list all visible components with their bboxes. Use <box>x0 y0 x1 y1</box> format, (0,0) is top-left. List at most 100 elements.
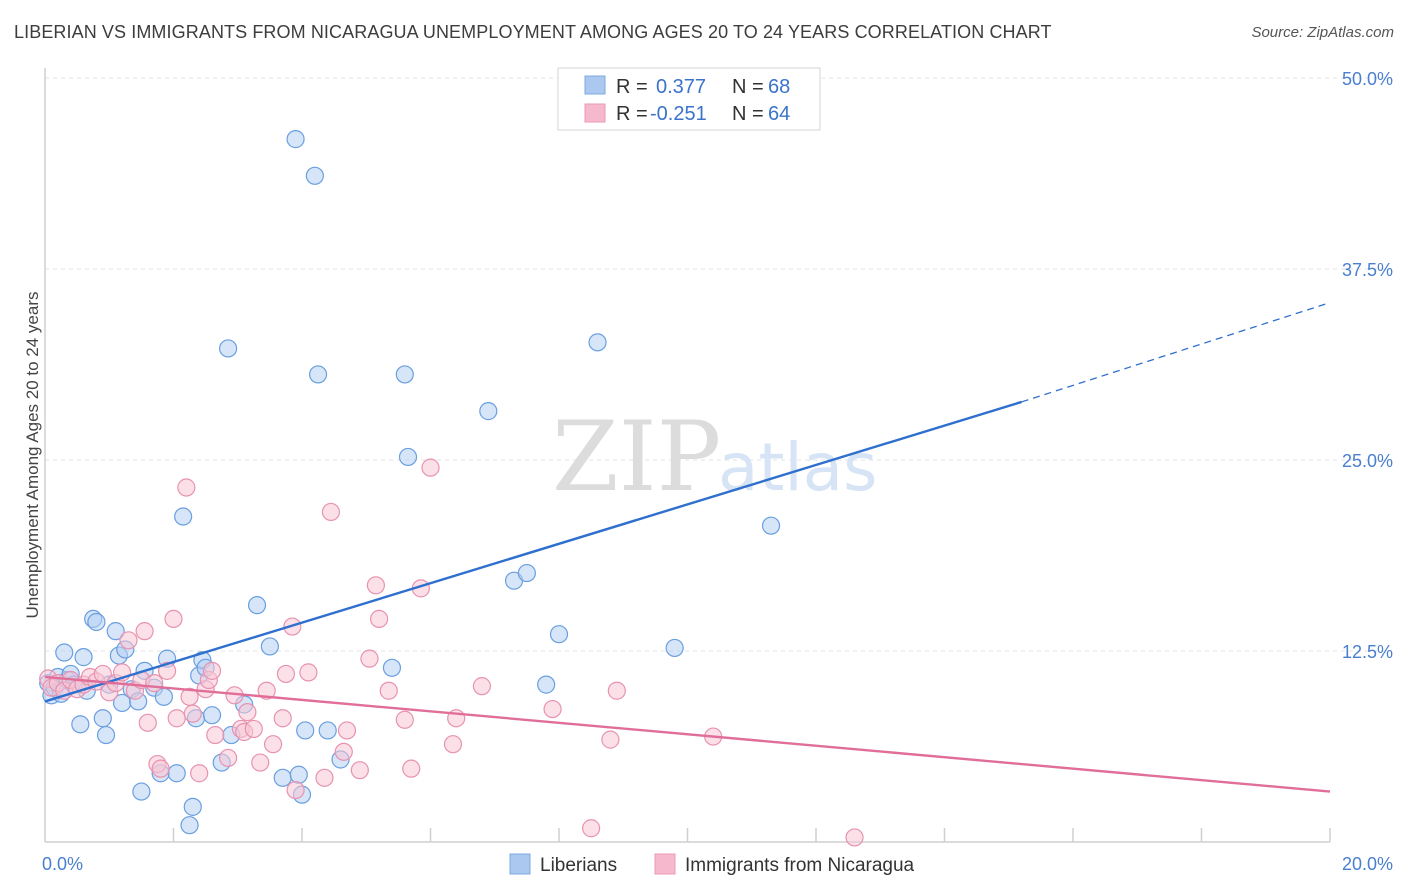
point-nicaragua <box>167 709 186 728</box>
point-nicaragua <box>337 721 357 740</box>
point-nicaragua <box>119 631 138 650</box>
point-nicaragua <box>366 576 385 595</box>
legend-n-label: N = <box>732 76 764 98</box>
point-nicaragua <box>263 735 283 754</box>
point-nicaragua <box>183 704 202 723</box>
trendline-nicaragua <box>44 675 1331 793</box>
watermark-zip: ZIP <box>552 401 721 513</box>
point-liberians <box>398 447 418 467</box>
point-nicaragua <box>164 609 183 629</box>
point-nicaragua <box>206 725 225 745</box>
y-tick-label: 12.5% <box>1342 642 1393 662</box>
point-nicaragua <box>177 478 196 497</box>
point-nicaragua <box>421 458 440 477</box>
y-tick-label: 37.5% <box>1342 260 1393 280</box>
point-nicaragua <box>151 759 170 778</box>
point-liberians <box>55 643 74 662</box>
trend-lines <box>44 301 1331 793</box>
point-nicaragua <box>402 759 421 778</box>
point-liberians <box>202 706 222 725</box>
point-nicaragua <box>443 735 463 754</box>
point-liberians <box>74 648 93 667</box>
watermark: ZIP atlas <box>552 401 878 513</box>
legend-r-label: R = <box>616 76 648 98</box>
point-nicaragua <box>190 764 209 783</box>
bottom-legend-swatch-nicaragua <box>654 853 676 875</box>
point-liberians <box>588 333 607 352</box>
point-liberians <box>665 638 684 658</box>
point-liberians <box>318 721 337 740</box>
point-nicaragua <box>607 681 626 700</box>
point-nicaragua <box>202 661 222 680</box>
bottom-legend-liberians: Liberians <box>540 855 617 876</box>
source-label: Source: ZipAtlas.com <box>1251 24 1394 41</box>
point-nicaragua <box>315 768 334 787</box>
x-tick-label: 20.0% <box>1342 854 1393 874</box>
point-liberians <box>537 675 556 694</box>
point-nicaragua <box>138 713 157 732</box>
point-nicaragua <box>601 730 620 749</box>
y-tick-label: 50.0% <box>1342 69 1393 89</box>
point-liberians <box>305 166 324 185</box>
point-nicaragua <box>145 673 164 693</box>
x-ticks <box>172 828 1331 842</box>
point-liberians <box>247 596 267 615</box>
legend: R = 0.377 N = 68 R = -0.251 N = 64 <box>557 67 821 131</box>
legend-swatch-nicaragua <box>584 103 606 123</box>
point-liberians <box>96 725 116 745</box>
point-nicaragua <box>157 661 177 680</box>
point-nicaragua <box>350 761 369 780</box>
point-liberians <box>174 507 193 526</box>
point-nicaragua <box>582 819 601 838</box>
bottom-legend-nicaragua: Immigrants from Nicaragua <box>685 855 915 876</box>
bottom-legend-swatch-liberians <box>509 853 531 875</box>
point-nicaragua <box>251 753 270 772</box>
point-liberians <box>87 612 106 632</box>
point-liberians <box>517 563 536 583</box>
point-nicaragua <box>135 622 154 641</box>
watermark-atlas: atlas <box>718 429 878 506</box>
legend-swatch-liberians <box>584 75 606 95</box>
legend-n-label: N = <box>732 103 764 125</box>
point-liberians <box>93 709 112 728</box>
point-nicaragua <box>273 709 292 728</box>
point-nicaragua <box>219 748 238 768</box>
point-nicaragua <box>238 703 257 722</box>
point-liberians <box>761 516 781 535</box>
point-nicaragua <box>244 719 263 739</box>
point-nicaragua <box>321 502 341 522</box>
point-nicaragua <box>370 609 389 629</box>
point-liberians <box>71 715 90 734</box>
point-nicaragua <box>257 681 276 700</box>
point-liberians <box>395 365 414 384</box>
chart-title: LIBERIAN VS IMMIGRANTS FROM NICARAGUA UN… <box>14 22 1052 42</box>
point-liberians <box>549 625 569 644</box>
point-liberians <box>289 765 308 784</box>
point-nicaragua <box>360 649 379 668</box>
point-liberians <box>260 637 279 656</box>
y-tick-label: 25.0% <box>1342 451 1393 471</box>
point-liberians <box>106 622 125 641</box>
point-liberians <box>308 365 328 384</box>
point-liberians <box>167 764 186 783</box>
point-liberians <box>286 130 305 149</box>
point-liberians <box>180 816 199 835</box>
legend-n-value: 68 <box>768 76 790 98</box>
legend-r-value: -0.251 <box>650 103 707 125</box>
y-axis-label: Unemployment Among Ages 20 to 24 years <box>23 292 42 619</box>
point-nicaragua <box>472 677 491 696</box>
trendline-liberians-extension <box>1021 301 1331 403</box>
point-liberians <box>183 797 202 816</box>
point-nicaragua <box>334 742 353 761</box>
point-nicaragua <box>286 780 305 800</box>
trendline-liberians <box>44 400 1022 703</box>
point-liberians <box>382 658 402 677</box>
point-nicaragua <box>845 828 864 847</box>
legend-n-value: 64 <box>768 103 790 125</box>
x-tick-label: 0.0% <box>42 854 83 874</box>
point-nicaragua <box>395 710 414 729</box>
point-nicaragua <box>299 663 318 682</box>
point-liberians <box>479 402 498 421</box>
x-tick-labels: 0.0% 20.0% <box>42 854 1393 874</box>
point-liberians <box>132 782 151 801</box>
